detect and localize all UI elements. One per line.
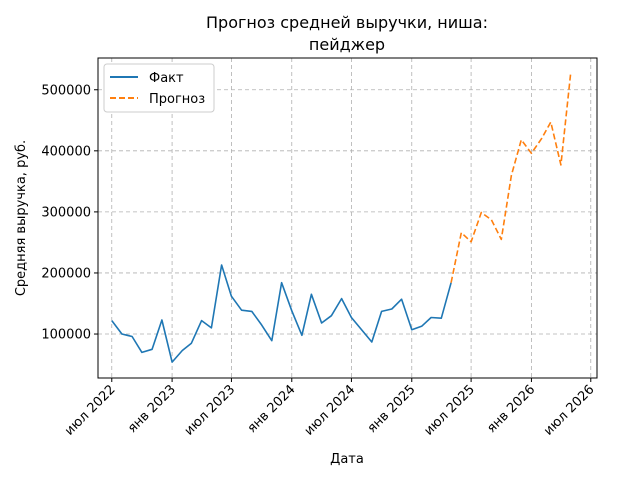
y-tick-label: 200000 [41, 266, 91, 281]
y-tick-label: 500000 [41, 83, 91, 98]
chart-title-line-2: пейджер [309, 35, 385, 54]
series-line-prognoz [450, 71, 572, 283]
legend-label-fakt: Факт [149, 71, 184, 86]
x-axis-label: Дата [330, 452, 364, 467]
x-tick-label: янв 2024 [245, 382, 299, 436]
y-axis-label: Средняя выручка, руб. [14, 140, 29, 296]
legend: Факт Прогноз [103, 63, 215, 113]
x-tick-label: июл 2024 [302, 382, 359, 439]
series-line-fakt [111, 264, 452, 363]
x-tick-label: июл 2022 [62, 382, 119, 439]
series-layer [111, 71, 572, 363]
x-tick-label: июл 2026 [541, 382, 598, 439]
plot-frame [97, 57, 598, 379]
y-tick-label: 300000 [41, 205, 91, 220]
y-tick-label: 100000 [41, 328, 91, 343]
x-tick-label: янв 2025 [365, 382, 419, 436]
y-tick-label: 400000 [41, 144, 91, 159]
grid [98, 58, 597, 378]
x-tick-label: июл 2023 [182, 382, 239, 439]
x-tick-label: янв 2023 [125, 382, 179, 436]
x-tick-label: янв 2026 [484, 382, 538, 436]
legend-label-prognoz: Прогноз [149, 92, 205, 107]
chart-title-line-1: Прогноз средней выручки, ниша: [206, 13, 488, 32]
x-tick-label: июл 2025 [421, 382, 478, 439]
